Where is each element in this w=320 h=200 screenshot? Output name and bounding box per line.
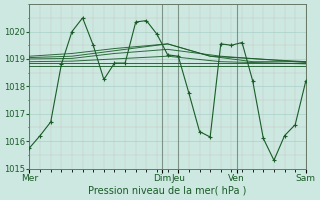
- X-axis label: Pression niveau de la mer( hPa ): Pression niveau de la mer( hPa ): [88, 186, 247, 196]
